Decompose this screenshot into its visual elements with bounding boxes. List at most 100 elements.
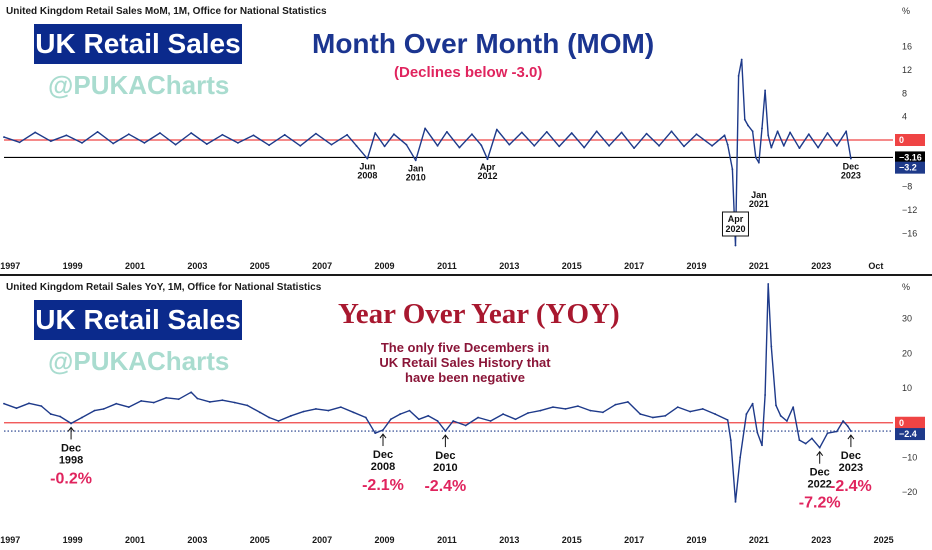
mom-chart-panel: 1612840−4−8−12−1619971999200120032005200… (0, 0, 932, 274)
yoy-data-point (417, 418, 420, 421)
svg-text:Apr: Apr (728, 214, 744, 224)
yoy-callout-value: -2.1% (362, 477, 404, 494)
yoy-x-tick-label: 2013 (499, 535, 519, 545)
yoy-x-tick-label: 2007 (312, 535, 332, 545)
mom-price-tag: −3.2 (895, 161, 925, 174)
mom-data-point (767, 134, 770, 137)
mom-data-point (695, 133, 698, 136)
mom-data-point (424, 127, 427, 130)
mom-data-point (366, 157, 369, 160)
yoy-data-point (726, 419, 729, 421)
svg-text:−3.16: −3.16 (899, 152, 922, 162)
svg-text:0: 0 (899, 418, 904, 428)
mom-x-tick-label: 2015 (562, 261, 582, 271)
mom-data-point (190, 132, 193, 134)
mom-price-tag: 0 (895, 134, 925, 146)
mom-data-point (754, 156, 757, 159)
mom-data-point (734, 244, 737, 247)
mom-data-point (268, 144, 271, 147)
mom-data-point (34, 131, 37, 134)
mom-data-point (81, 142, 83, 144)
yoy-data-point (208, 401, 211, 403)
yoy-data-point (589, 409, 592, 412)
mom-data-point (570, 132, 573, 134)
yoy-data-point (93, 409, 96, 412)
mom-data-point (757, 161, 760, 164)
mom-data-point (18, 141, 21, 144)
svg-text:2022: 2022 (807, 479, 831, 491)
mom-x-tick-label: 2013 (499, 261, 519, 271)
yoy-data-point (196, 397, 199, 400)
mom-data-point (770, 146, 773, 149)
yoy-x-tick-label: 1999 (63, 535, 83, 545)
yoy-data-point (527, 412, 529, 414)
yoy-data-point (689, 410, 692, 413)
mom-data-point (283, 133, 286, 136)
yoy-data-point (339, 406, 342, 409)
mom-y-tick-label: 12 (902, 65, 912, 75)
mom-data-point (458, 146, 461, 149)
mom-x-tick-label: 1999 (63, 261, 83, 271)
mom-data-point (658, 144, 660, 147)
mom-data-point (393, 133, 395, 136)
mom-x-tick-label: 2009 (375, 261, 395, 271)
mom-data-point (545, 130, 548, 133)
yoy-data-point (514, 418, 517, 421)
mom-data-point (731, 168, 734, 171)
mom-data-point (533, 144, 536, 147)
mom-data-point (414, 159, 417, 162)
yoy-data-point (751, 402, 754, 405)
mom-data-point (620, 131, 623, 134)
mom-data-point (96, 130, 99, 133)
mom-source-title: United Kingdom Retail Sales MoM, 1M, Off… (6, 6, 327, 17)
yoy-data-point (842, 420, 844, 422)
mom-data-point (174, 143, 177, 146)
yoy-y-tick-label: 10 (902, 383, 912, 393)
mom-data-point (711, 144, 713, 147)
mom-data-point (807, 133, 810, 136)
mom-data-point (845, 130, 848, 133)
yoy-data-point (140, 399, 143, 402)
svg-text:−2.4: −2.4 (899, 429, 917, 439)
mom-y-tick-label: −8 (902, 182, 912, 192)
mom-x-tick-label: 1997 (0, 261, 20, 271)
yoy-x-tick-label: 2019 (686, 535, 706, 545)
mom-price-tag: −3.16 (895, 151, 925, 164)
yoy-x-tick-label: 2021 (749, 535, 769, 545)
yoy-data-point (268, 416, 271, 419)
yoy-data-point (626, 401, 629, 403)
mom-title: Month Over Month (MOM) (312, 28, 655, 59)
mom-data-point (683, 145, 685, 148)
yoy-data-point (602, 411, 604, 414)
yoy-data-point (810, 437, 813, 440)
yoy-data-point (826, 432, 829, 435)
yoy-data-point (804, 442, 807, 445)
mom-data-point (480, 144, 483, 147)
mom-brand-banner: UK Retail Sales (34, 24, 242, 64)
yoy-data-point (290, 414, 292, 417)
mom-y-tick-label: 4 (902, 112, 907, 122)
mom-data-point (583, 146, 586, 149)
yoy-x-tick-label: 2023 (811, 535, 831, 545)
yoy-data-point (745, 413, 748, 415)
svg-text:−3.2: −3.2 (899, 163, 917, 173)
svg-text:2010: 2010 (406, 172, 426, 182)
mom-data-point (486, 158, 489, 161)
yoy-brand-banner: UK Retail Sales (34, 300, 242, 340)
mom-data-point (761, 127, 763, 130)
yoy-data-point (664, 414, 667, 417)
svg-text:2020: 2020 (725, 224, 745, 234)
yoy-data-point (792, 406, 795, 409)
yoy-data-point (277, 420, 280, 422)
svg-text:2012: 2012 (477, 171, 497, 181)
mom-y-tick-label: 8 (902, 88, 907, 98)
mom-data-point (776, 130, 779, 133)
mom-data-point (495, 128, 498, 131)
mom-data-point (849, 157, 852, 160)
mom-data-point (405, 143, 408, 146)
